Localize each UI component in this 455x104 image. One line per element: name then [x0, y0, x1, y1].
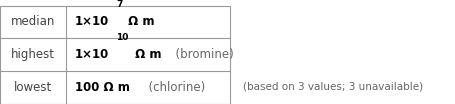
Text: 10: 10 — [116, 33, 128, 42]
Text: 1×10: 1×10 — [75, 48, 109, 61]
Text: Ω m: Ω m — [124, 15, 154, 28]
Text: (based on 3 values; 3 unavailable): (based on 3 values; 3 unavailable) — [243, 81, 423, 91]
Text: Ω m: Ω m — [131, 48, 162, 61]
Text: 100 Ω m: 100 Ω m — [75, 81, 130, 94]
FancyBboxPatch shape — [0, 6, 230, 104]
Text: (bromine): (bromine) — [168, 48, 234, 61]
Text: 1×10: 1×10 — [75, 15, 109, 28]
Text: lowest: lowest — [14, 81, 52, 94]
Text: highest: highest — [11, 48, 55, 61]
Text: 7: 7 — [116, 0, 122, 9]
Text: median: median — [11, 15, 55, 28]
Text: (chlorine): (chlorine) — [141, 81, 205, 94]
